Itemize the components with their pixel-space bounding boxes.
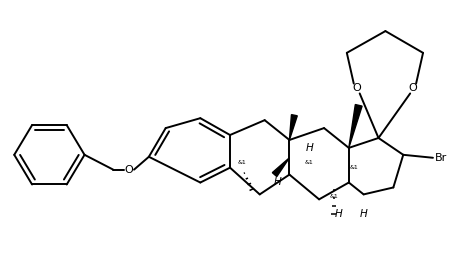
Text: Br: Br <box>435 153 447 163</box>
Text: &1: &1 <box>350 165 358 170</box>
Text: H: H <box>360 209 368 219</box>
Text: H: H <box>335 209 343 219</box>
Text: &1: &1 <box>329 194 338 199</box>
Text: &1: &1 <box>305 160 314 165</box>
Text: O: O <box>125 165 133 175</box>
Text: &1: &1 <box>238 160 247 165</box>
Polygon shape <box>289 115 297 140</box>
Text: H: H <box>274 177 281 187</box>
Text: H: H <box>305 143 313 153</box>
Text: O: O <box>352 84 361 94</box>
Polygon shape <box>272 158 289 177</box>
Polygon shape <box>349 104 362 148</box>
Text: O: O <box>409 84 418 94</box>
